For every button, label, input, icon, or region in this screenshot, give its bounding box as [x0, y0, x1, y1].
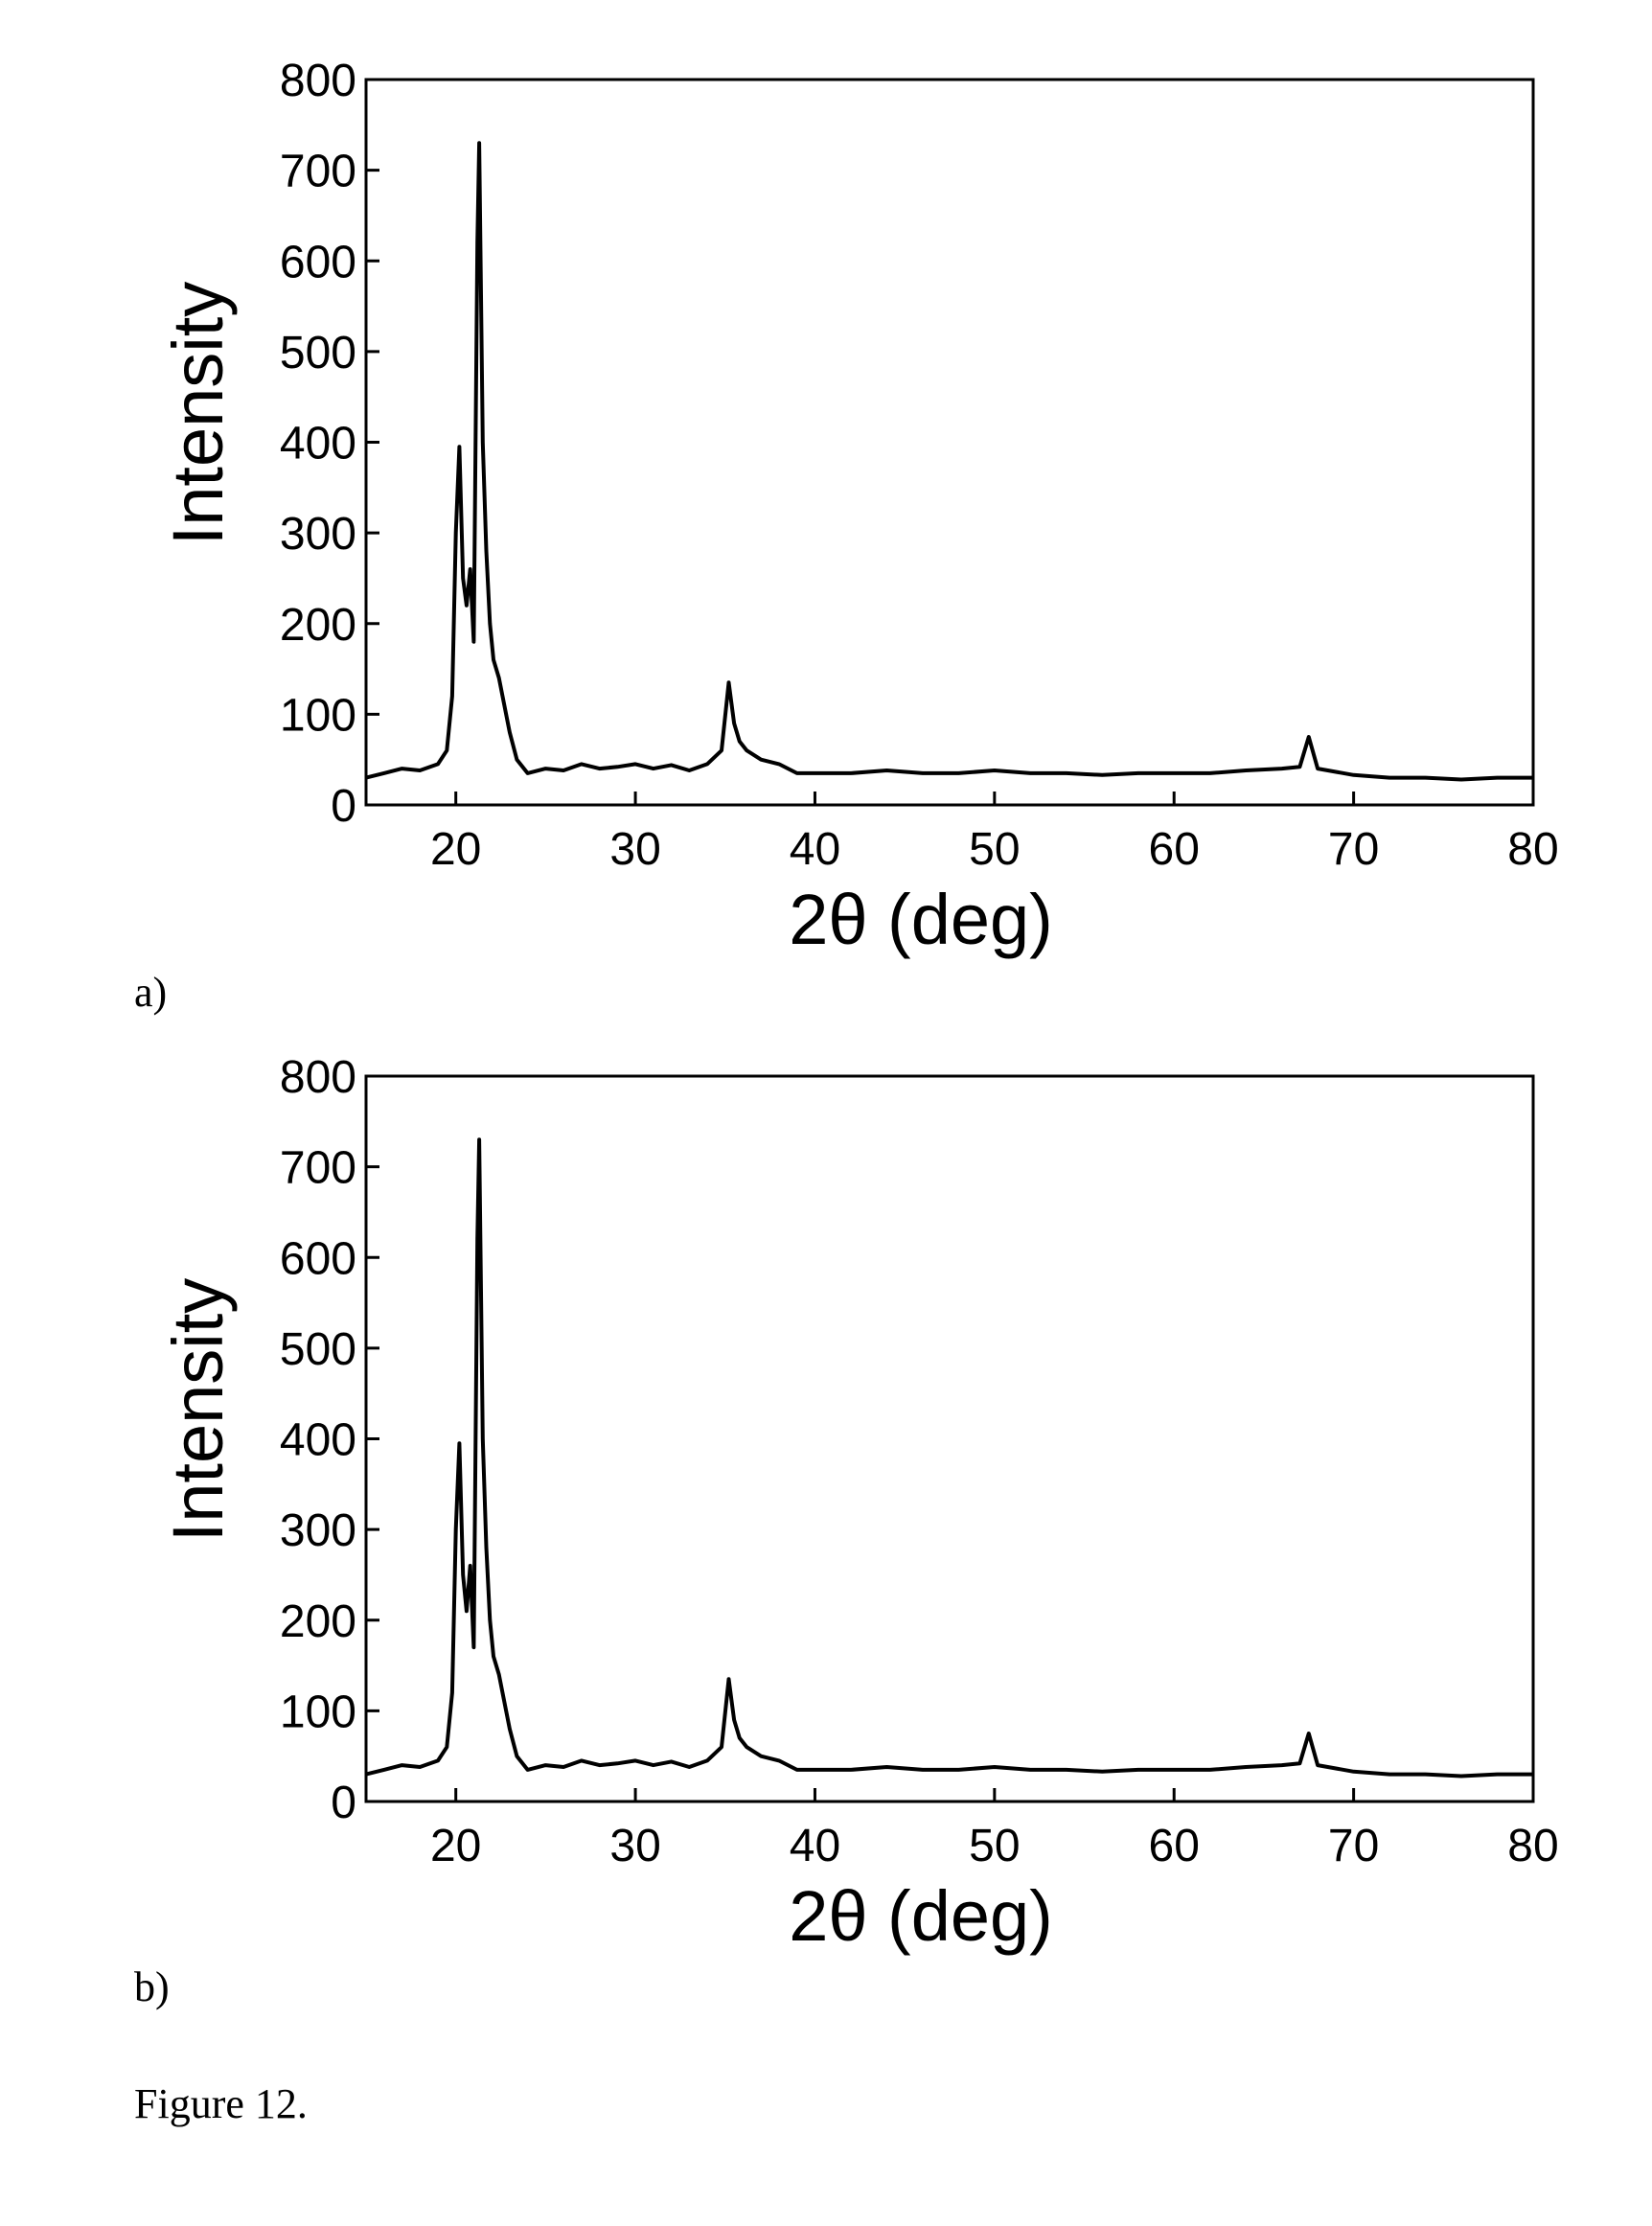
y-tick-label: 500	[280, 1324, 356, 1375]
panel-label-b: b)	[134, 1963, 170, 2010]
y-tick-label: 600	[280, 237, 356, 287]
plot-frame	[364, 1074, 1535, 1803]
x-tick-label: 60	[1149, 824, 1200, 875]
y-tick-label: 400	[280, 1415, 356, 1466]
y-tick-label: 700	[280, 1143, 356, 1194]
x-tick-label: 50	[969, 1821, 1020, 1871]
y-tick-label: 800	[280, 1052, 356, 1103]
y-tick-label: 800	[280, 56, 356, 106]
chart-b: 0 100 200 300 400 500 600 700 800 20 30 40 50 60 70 80 2…	[158, 1052, 1559, 1956]
chart-a: 0 100 200 300 400 500 600 700 800 20 30 40 50 60 70 80 2…	[158, 56, 1559, 959]
x-tick-label: 40	[790, 824, 840, 875]
x-tick-label: 20	[430, 1821, 481, 1871]
x-tick-label: 50	[969, 824, 1020, 875]
y-tick-label: 400	[280, 419, 356, 470]
x-tick-label: 80	[1507, 1821, 1558, 1871]
y-tick-label: 300	[280, 509, 356, 560]
x-tick-label: 30	[609, 1821, 660, 1871]
x-axis-title: 2θ (deg)	[789, 880, 1053, 959]
y-tick-label: 0	[331, 1778, 356, 1828]
y-tick-label: 200	[280, 1596, 356, 1647]
x-tick-label: 20	[430, 824, 481, 875]
y-tick-label: 200	[280, 600, 356, 651]
y-tick-label: 100	[280, 690, 356, 741]
x-tick-label: 40	[790, 1821, 840, 1871]
y-tick-label: 0	[331, 781, 356, 832]
panel-label-a: a)	[134, 969, 168, 1016]
plot-frame	[364, 78, 1535, 807]
x-tick-label: 70	[1328, 1821, 1379, 1871]
y-axis-title: Intensity	[158, 282, 238, 546]
series-line	[365, 141, 1533, 782]
y-axis-title: Intensity	[158, 1278, 238, 1543]
y-tick-label: 300	[280, 1505, 356, 1556]
x-tick-label: 70	[1328, 824, 1379, 875]
y-tick-label: 700	[280, 147, 356, 197]
x-tick-label: 30	[609, 824, 660, 875]
y-tick-label: 600	[280, 1233, 356, 1284]
x-tick-label: 80	[1507, 824, 1558, 875]
series-line	[365, 1137, 1533, 1779]
x-axis-title: 2θ (deg)	[789, 1876, 1053, 1956]
y-tick-label: 100	[280, 1687, 356, 1737]
figure-caption: Figure 12.	[134, 2080, 308, 2127]
x-tick-label: 60	[1149, 1821, 1200, 1871]
y-tick-label: 500	[280, 328, 356, 379]
